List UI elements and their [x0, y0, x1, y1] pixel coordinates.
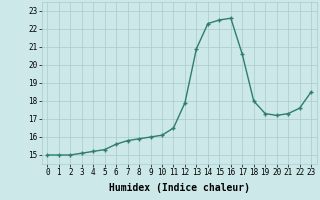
X-axis label: Humidex (Indice chaleur): Humidex (Indice chaleur)	[109, 183, 250, 193]
